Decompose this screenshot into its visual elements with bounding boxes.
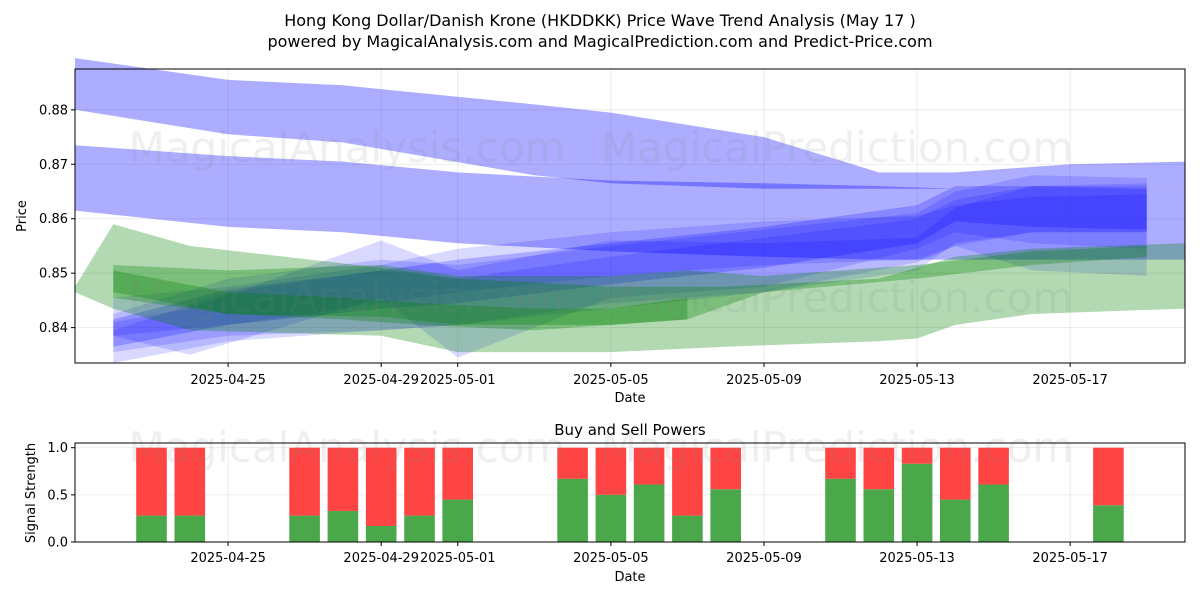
sell-power-bar [940, 447, 971, 500]
signal-x-tick-label: 2025-05-17 [1032, 551, 1108, 566]
signal-x-tick-label: 2025-04-25 [190, 551, 266, 566]
wave-band-green-9 [113, 245, 1147, 325]
sell-power-bar [672, 447, 703, 516]
figure-subtitle: powered by MagicalAnalysis.com and Magic… [267, 32, 932, 51]
sell-power-bar [404, 447, 435, 516]
sell-power-bar [365, 447, 397, 526]
wave-band-green-8 [75, 224, 1185, 353]
price-wave-bands [75, 58, 1185, 363]
signal-axes-frame [74, 442, 1186, 543]
buy-power-bar [595, 494, 627, 542]
buy-power-bar [710, 489, 741, 542]
price-x-label: Date [614, 391, 645, 406]
buy-power-bar [557, 478, 588, 542]
wave-band-blue-6 [113, 186, 1147, 347]
price-x-tick-label: 2025-05-13 [879, 373, 955, 388]
buy-power-bar [825, 478, 856, 542]
buy-power-bar [863, 489, 895, 542]
price-grid [75, 69, 1185, 363]
signal-y-tick-label: 0.5 [47, 488, 68, 503]
price-x-ticks: 2025-04-25 2025-04-29 2025-05-01 2025-05-05… [190, 363, 1108, 388]
price-y-tick-label: 0.86 [39, 212, 68, 227]
price-wave-panel: MagicalAnalysis.com MagicalPrediction.co… [15, 58, 1186, 406]
price-y-ticks: 0.84 0.85 0.86 0.87 0.88 [39, 103, 75, 336]
sell-power-bar [633, 447, 665, 485]
signal-x-label: Date [614, 570, 645, 585]
price-y-tick-label: 0.87 [39, 158, 68, 173]
watermark-right-2: MagicalPrediction.com [601, 273, 1074, 322]
price-y-tick-label: 0.85 [39, 267, 68, 282]
signal-x-tick-label: 2025-05-01 [420, 551, 496, 566]
wave-band-blue-3 [113, 175, 1147, 353]
price-y-tick-label: 0.84 [39, 321, 68, 336]
buy-power-bar [289, 515, 320, 542]
price-x-tick-label: 2025-05-01 [420, 373, 496, 388]
signal-x-tick-label: 2025-05-13 [879, 551, 955, 566]
buy-power-bar [633, 484, 665, 542]
watermark-bottom-right: MagicalPrediction.com [601, 423, 1074, 472]
sell-power-bar [136, 447, 167, 516]
wave-band-blue-2 [75, 145, 1185, 260]
wave-band-blue-5 [113, 183, 1147, 358]
buy-power-bar [174, 515, 206, 542]
signal-bars [136, 447, 1124, 542]
signal-x-tick-label: 2025-05-09 [726, 551, 802, 566]
price-x-tick-label: 2025-05-05 [573, 373, 649, 388]
sell-power-bar [863, 447, 895, 490]
signal-y-tick-label: 0.0 [47, 536, 68, 551]
signal-x-tick-label: 2025-05-05 [573, 551, 649, 566]
sell-power-bar [595, 447, 627, 495]
buy-sell-title: Buy and Sell Powers [554, 421, 706, 439]
sell-power-bar [710, 447, 741, 490]
signal-x-tick-label: 2025-04-29 [343, 551, 419, 566]
sell-power-bar [557, 447, 588, 479]
sell-power-bar [289, 447, 320, 516]
buy-power-bar [442, 499, 473, 542]
buy-power-bar [940, 499, 971, 542]
buy-power-bar [404, 515, 435, 542]
wave-band-blue-7 [113, 194, 1147, 336]
sell-power-bar [174, 447, 206, 516]
watermark-left-2: MagicalAnalysis.com [129, 273, 566, 322]
signal-x-ticks: 2025-04-25 2025-04-29 2025-05-01 2025-05-05… [190, 542, 1108, 566]
buy-sell-panel: Buy and Sell Powers MagicalAnalysis.com … [24, 421, 1186, 585]
price-axes-frame [74, 68, 1186, 364]
price-y-label: Price [15, 200, 30, 232]
wave-band-blue-4 [113, 186, 1147, 363]
figure-title: Hong Kong Dollar/Danish Krone (HKDDKK) P… [284, 11, 916, 30]
sell-power-bar [442, 447, 473, 500]
watermark-right: MagicalPrediction.com [601, 123, 1074, 172]
watermark-bottom-left: MagicalAnalysis.com [129, 423, 566, 472]
price-x-tick-label: 2025-04-29 [343, 373, 419, 388]
buy-power-bar [978, 484, 1009, 542]
buy-power-bar [901, 463, 933, 542]
price-x-tick-label: 2025-04-25 [190, 373, 266, 388]
buy-power-bar [672, 515, 703, 542]
signal-y-tick-label: 1.0 [47, 441, 68, 456]
buy-power-bar [1093, 505, 1124, 542]
buy-power-bar [327, 510, 359, 542]
watermark-left: MagicalAnalysis.com [129, 123, 566, 172]
sell-power-bar [901, 447, 933, 464]
price-y-tick-label: 0.88 [39, 103, 68, 118]
price-x-tick-label: 2025-05-17 [1032, 373, 1108, 388]
price-x-tick-label: 2025-05-09 [726, 373, 802, 388]
wave-band-blue-1 [75, 58, 1185, 189]
sell-power-bar [978, 447, 1009, 485]
buy-power-bar [365, 526, 397, 542]
signal-y-ticks: 0.0 0.5 1.0 [47, 441, 75, 551]
sell-power-bar [1093, 447, 1124, 506]
buy-power-bar [136, 515, 167, 542]
wave-band-green-10 [113, 270, 688, 331]
sell-power-bar [327, 447, 359, 511]
sell-power-bar [825, 447, 856, 479]
signal-y-label: Signal Strength [24, 443, 39, 543]
